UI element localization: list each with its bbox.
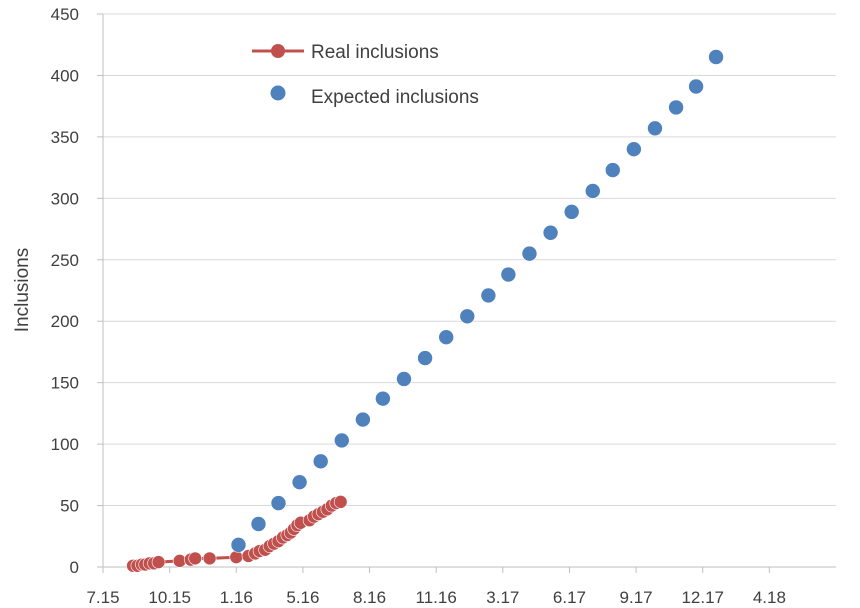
axes xyxy=(97,13,836,573)
y-tick-label: 100 xyxy=(51,435,79,454)
expected-inclusions-point xyxy=(521,245,538,262)
y-tick-label: 450 xyxy=(51,5,79,24)
x-tick-labels: 7.15 10.15 1.16 5.16 8.16 11.16 3.17 6.17 9.17 12… xyxy=(86,588,785,607)
y-tick-label: 50 xyxy=(60,497,79,516)
legend-expected-marker xyxy=(270,85,286,101)
y-tick-label: 200 xyxy=(51,312,79,331)
expected-inclusions-point xyxy=(270,495,287,511)
x-tick-label: 3.17 xyxy=(486,588,519,607)
legend-real-label: Real inclusions xyxy=(311,42,439,63)
expected-inclusions-point xyxy=(230,537,247,553)
y-tick-label: 0 xyxy=(70,558,79,577)
expected-inclusions-point xyxy=(542,224,559,241)
expected-inclusions-point xyxy=(647,120,663,137)
x-tick-label: 7.15 xyxy=(86,588,119,607)
expected-inclusions-point xyxy=(584,183,601,199)
expected-inclusions-point xyxy=(668,99,684,116)
expected-inclusions-point xyxy=(396,371,412,387)
x-tick-label: 10.15 xyxy=(148,588,191,607)
expected-inclusions-point xyxy=(438,329,454,345)
gridlines xyxy=(103,13,836,507)
real-inclusions-point xyxy=(151,555,166,569)
x-tick-label: 6.17 xyxy=(553,588,586,607)
x-tick-label: 12.17 xyxy=(681,588,724,607)
legend-real-marker xyxy=(271,44,285,58)
legend-expected-label: Expected inclusions xyxy=(311,87,479,108)
real-inclusions-point xyxy=(188,551,202,566)
real-inclusions-point xyxy=(333,495,348,509)
expected-inclusions-point xyxy=(417,350,433,366)
expected-inclusions-point xyxy=(250,516,267,532)
x-tick-label: 5.16 xyxy=(286,588,319,607)
x-tick-label: 4.18 xyxy=(753,588,786,607)
expected-inclusions-point xyxy=(708,49,724,65)
real-inclusions-point xyxy=(229,550,244,564)
expected-inclusions-point xyxy=(604,162,621,178)
expected-inclusions-point xyxy=(688,78,704,95)
expected-inclusions-point xyxy=(333,432,350,449)
expected-inclusions-point xyxy=(500,266,517,283)
expected-inclusions-point xyxy=(480,287,497,304)
expected-inclusions-point xyxy=(291,474,308,491)
expected-inclusions-point xyxy=(312,453,329,470)
expected-inclusions-point xyxy=(459,308,476,325)
y-axis-title: Inclusions xyxy=(12,248,33,333)
expected-inclusions-point xyxy=(375,390,391,407)
y-tick-label: 300 xyxy=(51,189,79,208)
legend: Real inclusions Expected inclusions xyxy=(252,42,479,108)
y-tick-label: 250 xyxy=(51,251,79,270)
y-tick-label: 400 xyxy=(51,66,79,85)
x-tick-label: 9.17 xyxy=(620,588,653,607)
series-expected-inclusions xyxy=(230,49,724,553)
y-tick-label: 350 xyxy=(51,128,79,147)
expected-inclusions-point xyxy=(563,204,580,220)
y-tick-labels: 0 50 100 150 200 250 300 350 400 450 xyxy=(51,5,79,577)
x-tick-label: 11.16 xyxy=(416,588,457,607)
x-tick-label: 1.16 xyxy=(220,588,253,607)
expected-inclusions-point xyxy=(626,141,642,157)
series-real-inclusions xyxy=(126,495,348,573)
y-tick-label: 150 xyxy=(51,374,79,393)
x-tick-label: 8.16 xyxy=(353,588,386,607)
real-inclusions-point xyxy=(202,551,217,566)
expected-inclusions-point xyxy=(355,411,371,428)
